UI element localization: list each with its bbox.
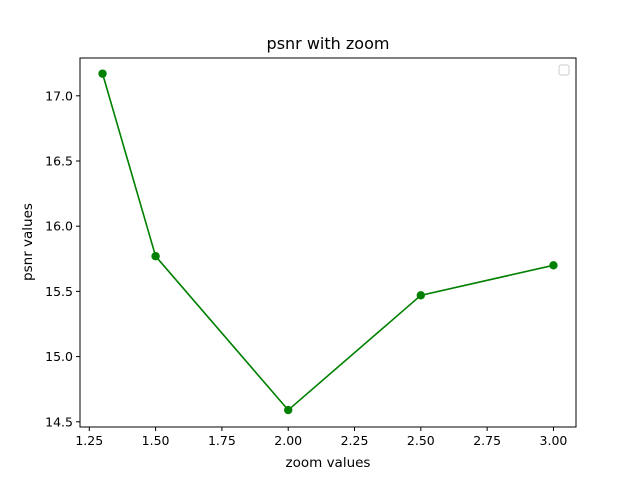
y-axis-label: psnr values: [20, 203, 36, 281]
data-point: [98, 69, 107, 78]
y-tick-label: 14.5: [45, 414, 73, 429]
axes-frame: [79, 57, 577, 428]
x-tick-label: 1.75: [208, 433, 236, 448]
y-tick-label: 15.5: [45, 284, 73, 299]
x-tick-label: 2.75: [473, 433, 501, 448]
x-axis-label: zoom values: [286, 455, 371, 471]
x-tick-label: 1.50: [142, 433, 170, 448]
x-tick-label: 2.25: [341, 433, 369, 448]
x-tick-label: 2.50: [407, 433, 435, 448]
x-tick-label: 2.00: [274, 433, 302, 448]
x-tick-label: 1.25: [75, 433, 103, 448]
data-point: [151, 251, 160, 261]
series-line: [101, 73, 554, 412]
data-point: [416, 291, 426, 300]
y-tick-label: 16.5: [45, 154, 73, 169]
y-tick-label: 16.0: [45, 219, 73, 234]
data-point: [549, 261, 558, 270]
chart-title: psnr with zoom: [267, 34, 390, 53]
data-point: [284, 405, 293, 415]
y-tick-label: 17.0: [45, 88, 73, 103]
legend-box: [558, 64, 570, 76]
x-tick-label: 3.00: [540, 433, 568, 448]
y-tick-label: 15.0: [45, 349, 73, 364]
